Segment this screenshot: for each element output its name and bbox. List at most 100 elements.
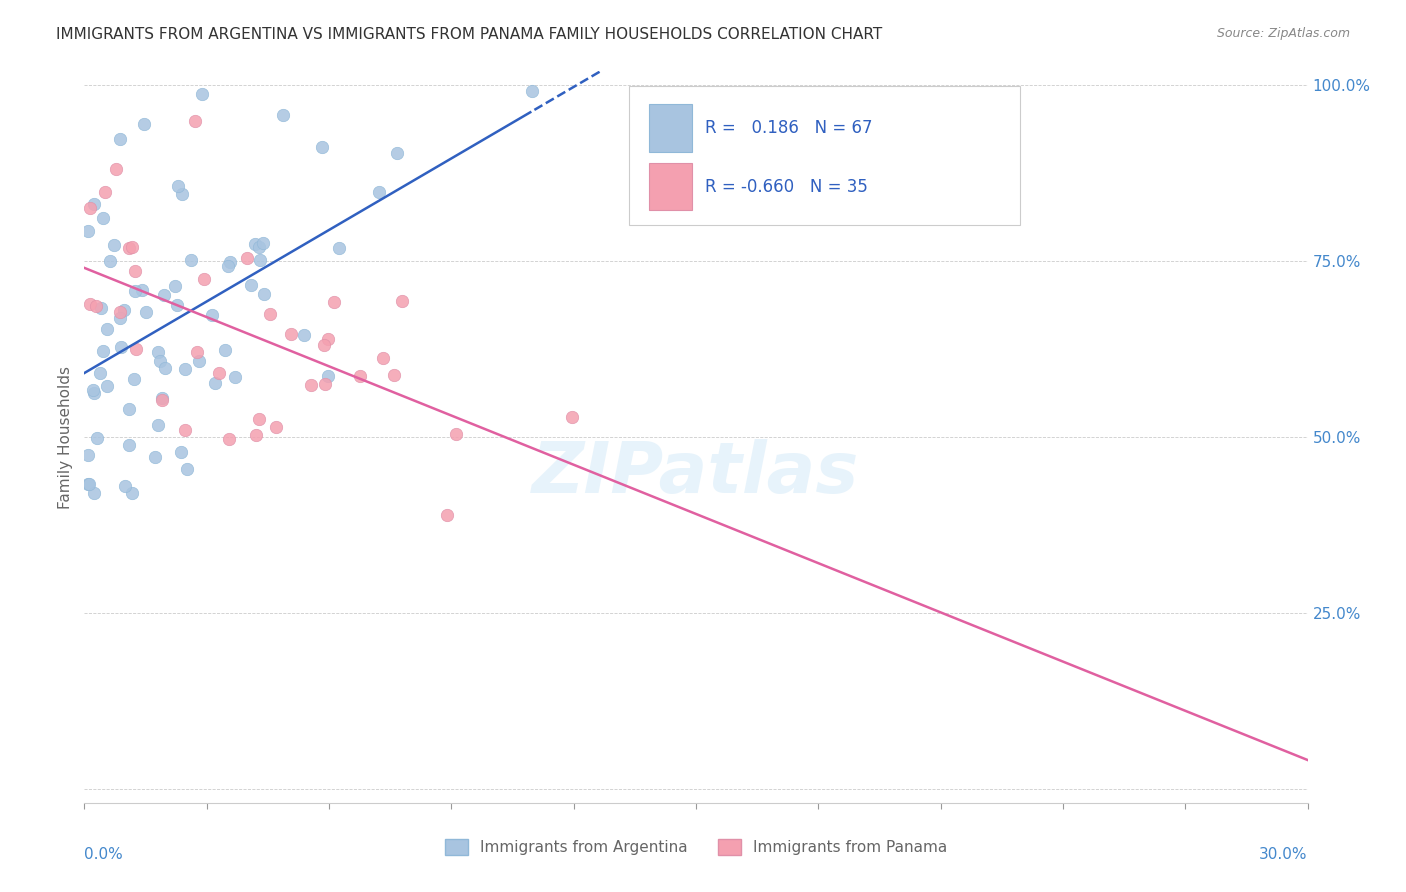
Point bbox=[150, 391, 173, 405]
Point bbox=[180, 253, 202, 268]
Point bbox=[121, 240, 143, 254]
Point bbox=[166, 298, 188, 312]
Point bbox=[170, 445, 193, 459]
Point bbox=[124, 285, 146, 299]
Point bbox=[316, 332, 339, 346]
Point bbox=[444, 427, 467, 442]
Point bbox=[328, 241, 350, 255]
Point bbox=[89, 366, 111, 380]
Point bbox=[186, 344, 208, 359]
Y-axis label: Family Households: Family Households bbox=[58, 366, 73, 508]
Point bbox=[117, 438, 139, 452]
Point bbox=[112, 303, 135, 318]
Point bbox=[204, 376, 226, 391]
Text: 0.0%: 0.0% bbox=[84, 847, 124, 862]
Point bbox=[253, 286, 276, 301]
Point bbox=[167, 179, 190, 194]
Point bbox=[125, 343, 148, 357]
Point bbox=[83, 486, 105, 500]
Point bbox=[520, 84, 543, 98]
Point bbox=[108, 132, 131, 146]
Point bbox=[367, 185, 389, 199]
Point bbox=[191, 87, 214, 102]
Point bbox=[252, 236, 274, 251]
Point bbox=[132, 117, 155, 131]
Point bbox=[322, 294, 344, 309]
Point bbox=[79, 297, 101, 311]
Point bbox=[83, 386, 105, 401]
Point bbox=[108, 305, 131, 319]
Point bbox=[77, 448, 100, 462]
Point bbox=[108, 310, 131, 325]
Point bbox=[93, 185, 115, 199]
Point bbox=[224, 369, 246, 384]
Point bbox=[153, 288, 176, 302]
Point bbox=[118, 241, 141, 255]
Point bbox=[77, 477, 100, 491]
Point bbox=[146, 344, 169, 359]
Point bbox=[150, 393, 173, 408]
Point bbox=[110, 340, 132, 354]
Point bbox=[314, 338, 336, 352]
Point bbox=[86, 431, 108, 445]
Point bbox=[77, 224, 100, 238]
Text: Source: ZipAtlas.com: Source: ZipAtlas.com bbox=[1216, 27, 1350, 40]
Legend: Immigrants from Argentina, Immigrants from Panama: Immigrants from Argentina, Immigrants fr… bbox=[439, 833, 953, 861]
Point bbox=[187, 354, 209, 368]
Point bbox=[316, 369, 339, 384]
Text: 30.0%: 30.0% bbox=[1260, 847, 1308, 862]
Point bbox=[219, 255, 242, 269]
Point bbox=[292, 327, 315, 342]
Point bbox=[124, 264, 146, 278]
Text: R =   0.186   N = 67: R = 0.186 N = 67 bbox=[704, 120, 872, 137]
Point bbox=[83, 196, 105, 211]
Point bbox=[266, 420, 288, 434]
Point bbox=[311, 140, 333, 154]
Point bbox=[299, 377, 322, 392]
Point bbox=[243, 237, 266, 252]
Point bbox=[240, 277, 263, 292]
Point bbox=[247, 412, 270, 426]
Point bbox=[174, 423, 197, 437]
Point bbox=[172, 187, 194, 202]
Point bbox=[98, 253, 121, 268]
Point bbox=[91, 211, 114, 226]
Point bbox=[96, 322, 118, 336]
Point bbox=[84, 299, 107, 313]
Text: R = -0.660   N = 35: R = -0.660 N = 35 bbox=[704, 178, 868, 196]
FancyBboxPatch shape bbox=[650, 104, 692, 152]
FancyBboxPatch shape bbox=[650, 163, 692, 211]
Point bbox=[201, 308, 224, 322]
Point bbox=[371, 351, 394, 366]
Point bbox=[90, 301, 112, 315]
Point bbox=[245, 427, 267, 442]
Point bbox=[236, 252, 259, 266]
Point bbox=[148, 354, 170, 368]
Point bbox=[193, 272, 215, 286]
Point bbox=[382, 368, 405, 382]
Point bbox=[561, 410, 583, 425]
Point bbox=[103, 238, 125, 252]
Text: ZIPatlas: ZIPatlas bbox=[533, 439, 859, 508]
Point bbox=[385, 146, 408, 161]
Point bbox=[271, 108, 294, 122]
Point bbox=[155, 361, 177, 376]
Point bbox=[218, 432, 240, 446]
Point bbox=[314, 377, 336, 392]
Point bbox=[135, 305, 157, 319]
Point bbox=[77, 477, 100, 491]
Point bbox=[143, 450, 166, 464]
Point bbox=[280, 327, 302, 342]
Point bbox=[436, 508, 458, 522]
Point bbox=[349, 368, 371, 383]
Point bbox=[173, 361, 195, 376]
Point bbox=[122, 372, 145, 386]
Point bbox=[118, 401, 141, 416]
Point bbox=[391, 294, 413, 309]
Point bbox=[165, 279, 187, 293]
Point bbox=[176, 462, 198, 476]
Point bbox=[79, 202, 101, 216]
Point bbox=[91, 344, 114, 359]
Point bbox=[208, 366, 231, 380]
Point bbox=[249, 253, 271, 268]
